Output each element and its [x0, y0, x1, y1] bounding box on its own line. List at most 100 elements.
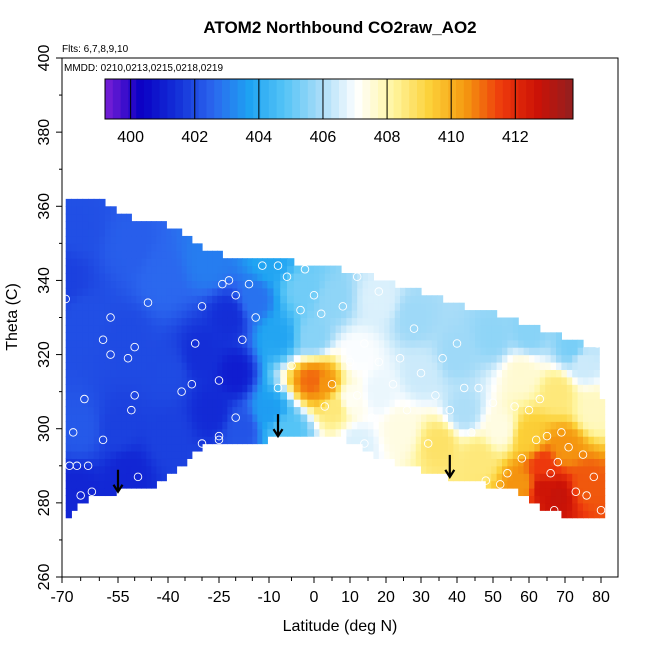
field-cell	[357, 436, 364, 445]
field-cell	[378, 399, 385, 408]
field-cell	[131, 428, 137, 437]
field-cell	[262, 413, 268, 422]
field-cell	[176, 250, 183, 259]
field-cell	[252, 287, 258, 296]
field-cell	[252, 376, 258, 385]
field-cell	[126, 280, 132, 289]
field-cell	[222, 317, 228, 326]
field-cell	[583, 406, 589, 415]
field-cell	[287, 258, 295, 267]
field-cell	[273, 280, 281, 289]
colorbar-segment	[339, 79, 348, 119]
field-cell	[247, 324, 253, 333]
field-cell	[394, 324, 401, 333]
field-cell	[351, 406, 358, 415]
field-cell	[222, 258, 228, 267]
field-cell	[191, 436, 198, 445]
field-cell	[151, 295, 157, 304]
field-cell	[146, 287, 152, 296]
field-cell	[110, 310, 117, 319]
field-cell	[222, 361, 228, 370]
field-cell	[400, 295, 406, 304]
field-cell	[121, 287, 127, 296]
field-cell	[458, 347, 465, 356]
sample-point	[127, 405, 136, 415]
field-cell	[357, 324, 364, 333]
field-cell	[437, 399, 444, 408]
field-cell	[186, 302, 193, 311]
field-cell	[242, 384, 248, 393]
field-cell	[232, 361, 238, 370]
field-cell	[146, 339, 152, 348]
field-cell	[426, 361, 433, 370]
field-cell	[181, 273, 188, 282]
field-cell	[523, 406, 530, 415]
field-cell	[217, 376, 223, 385]
field-cell	[176, 354, 183, 363]
colorbar-segment	[206, 79, 215, 119]
field-cell	[65, 384, 72, 393]
field-cell	[131, 228, 137, 237]
field-cell	[523, 339, 530, 348]
field-cell	[273, 273, 281, 282]
field-cell	[237, 339, 243, 348]
field-cell	[373, 450, 380, 459]
field-cell	[384, 450, 391, 459]
field-cell	[324, 406, 331, 415]
field-cell	[421, 295, 427, 304]
field-cell	[257, 413, 263, 422]
field-cell	[523, 488, 530, 497]
field-cell	[273, 376, 281, 385]
field-cell	[141, 428, 147, 437]
field-cell	[539, 428, 546, 437]
field-cell	[131, 465, 137, 474]
field-cell	[448, 310, 454, 319]
field-cell	[341, 413, 347, 422]
field-cell	[293, 384, 302, 393]
field-cell	[448, 332, 454, 341]
field-cell	[346, 421, 353, 430]
field-cell	[373, 302, 380, 311]
field-cell	[196, 258, 203, 267]
field-cell	[71, 228, 78, 237]
field-cell	[273, 302, 281, 311]
field-cell	[186, 295, 193, 304]
field-cell	[400, 324, 406, 333]
field-cell	[99, 243, 106, 252]
field-cell	[88, 250, 95, 259]
field-cell	[421, 458, 427, 467]
field-cell	[307, 369, 315, 378]
field-cell	[534, 443, 541, 452]
field-cell	[99, 295, 106, 304]
field-cell	[151, 221, 157, 230]
field-cell	[88, 213, 95, 222]
field-cell	[566, 413, 573, 422]
field-cell	[464, 332, 471, 341]
sample-point	[531, 435, 541, 445]
field-cell	[166, 339, 172, 348]
field-cell	[599, 436, 606, 445]
field-cell	[196, 273, 203, 282]
field-cell	[502, 369, 508, 378]
field-cell	[442, 361, 449, 370]
field-cell	[121, 339, 127, 348]
field-cell	[104, 243, 112, 252]
field-cell	[257, 361, 263, 370]
sample-point	[296, 305, 305, 315]
field-cell	[76, 317, 84, 326]
field-cell	[293, 399, 302, 408]
field-cell	[550, 495, 557, 504]
field-cell	[368, 317, 374, 326]
field-cell	[191, 413, 198, 422]
field-cell	[181, 361, 188, 370]
field-cell	[287, 339, 295, 348]
field-cell	[121, 406, 127, 415]
field-cell	[196, 332, 203, 341]
field-cell	[181, 265, 188, 274]
field-cell	[335, 317, 342, 326]
field-cell	[335, 376, 342, 385]
field-cell	[378, 443, 385, 452]
field-cell	[453, 302, 460, 311]
field-cell	[207, 369, 213, 378]
field-cell	[330, 361, 337, 370]
